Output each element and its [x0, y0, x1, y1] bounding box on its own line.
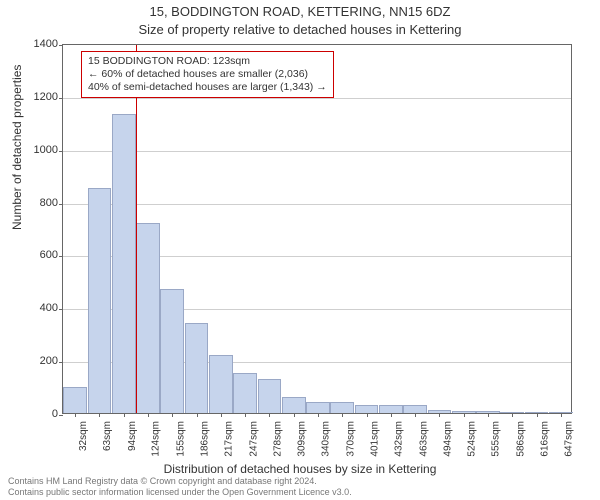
xtick-mark [342, 413, 343, 417]
xtick-mark [172, 413, 173, 417]
xtick-mark [561, 413, 562, 417]
ytick-mark [59, 309, 63, 310]
ytick-label: 600 [18, 249, 58, 261]
xtick-mark [537, 413, 538, 417]
ytick-mark [59, 151, 63, 152]
xtick-label: 309sqm [297, 421, 308, 457]
annotation-box: 15 BODDINGTON ROAD: 123sqm← 60% of detac… [81, 51, 334, 98]
footer-line1: Contains HM Land Registry data © Crown c… [8, 476, 317, 486]
xtick-mark [512, 413, 513, 417]
page-title-line1: 15, BODDINGTON ROAD, KETTERING, NN15 6DZ [0, 4, 600, 19]
xtick-mark [148, 413, 149, 417]
xtick-label: 555sqm [491, 421, 502, 457]
xtick-mark [75, 413, 76, 417]
xtick-label: 217sqm [224, 421, 235, 457]
xtick-label: 432sqm [394, 421, 405, 457]
reference-line [136, 45, 137, 413]
xtick-label: 616sqm [540, 421, 551, 457]
x-axis-label: Distribution of detached houses by size … [0, 462, 600, 476]
histogram-bar [330, 402, 354, 413]
xtick-label: 32sqm [78, 421, 89, 451]
xtick-label: 124sqm [151, 421, 162, 457]
xtick-label: 340sqm [321, 421, 332, 457]
histogram-bar [160, 289, 184, 413]
ytick-label: 200 [18, 355, 58, 367]
histogram-bar [233, 373, 257, 413]
ytick-label: 0 [18, 408, 58, 420]
ytick-mark [59, 362, 63, 363]
histogram-bar [209, 355, 233, 413]
xtick-label: 278sqm [272, 421, 283, 457]
xtick-label: 370sqm [345, 421, 356, 457]
xtick-label: 401sqm [370, 421, 381, 457]
ytick-label: 1200 [18, 91, 58, 103]
ytick-mark [59, 204, 63, 205]
histogram-bar [306, 402, 330, 413]
histogram-bar [379, 405, 403, 413]
xtick-label: 247sqm [248, 421, 259, 457]
xtick-mark [464, 413, 465, 417]
histogram-bar [136, 223, 160, 413]
ytick-mark [59, 45, 63, 46]
annotation-line: 15 BODDINGTON ROAD: 123sqm [88, 55, 327, 68]
ytick-mark [59, 98, 63, 99]
xtick-label: 524sqm [467, 421, 478, 457]
xtick-label: 63sqm [102, 421, 113, 451]
xtick-mark [269, 413, 270, 417]
page-title-line2: Size of property relative to detached ho… [0, 22, 600, 37]
xtick-label: 463sqm [418, 421, 429, 457]
xtick-label: 186sqm [200, 421, 211, 457]
ytick-label: 1000 [18, 144, 58, 156]
xtick-label: 155sqm [175, 421, 186, 457]
histogram-bar [282, 397, 306, 413]
xtick-label: 94sqm [127, 421, 138, 451]
xtick-mark [245, 413, 246, 417]
xtick-mark [294, 413, 295, 417]
xtick-mark [99, 413, 100, 417]
ytick-label: 400 [18, 302, 58, 314]
xtick-mark [415, 413, 416, 417]
histogram-bar [112, 114, 136, 413]
xtick-mark [488, 413, 489, 417]
xtick-label: 647sqm [564, 421, 575, 457]
xtick-mark [367, 413, 368, 417]
histogram-bar [63, 387, 87, 413]
histogram-plot: 15 BODDINGTON ROAD: 123sqm← 60% of detac… [62, 44, 572, 414]
xtick-mark [221, 413, 222, 417]
footer-attribution: Contains HM Land Registry data © Crown c… [8, 476, 592, 498]
gridline [63, 151, 571, 152]
xtick-mark [197, 413, 198, 417]
histogram-bar [88, 188, 112, 413]
xtick-mark [124, 413, 125, 417]
gridline [63, 204, 571, 205]
xtick-label: 494sqm [442, 421, 453, 457]
ytick-mark [59, 256, 63, 257]
annotation-line: ← 60% of detached houses are smaller (2,… [88, 68, 327, 81]
ytick-label: 800 [18, 197, 58, 209]
xtick-label: 586sqm [515, 421, 526, 457]
xtick-mark [439, 413, 440, 417]
histogram-bar [185, 323, 209, 413]
histogram-bar [258, 379, 282, 413]
histogram-bar [403, 405, 427, 413]
footer-line2: Contains public sector information licen… [8, 487, 352, 497]
annotation-line: 40% of semi-detached houses are larger (… [88, 81, 327, 94]
ytick-mark [59, 415, 63, 416]
ytick-label: 1400 [18, 38, 58, 50]
xtick-mark [391, 413, 392, 417]
xtick-mark [318, 413, 319, 417]
histogram-bar [355, 405, 379, 413]
